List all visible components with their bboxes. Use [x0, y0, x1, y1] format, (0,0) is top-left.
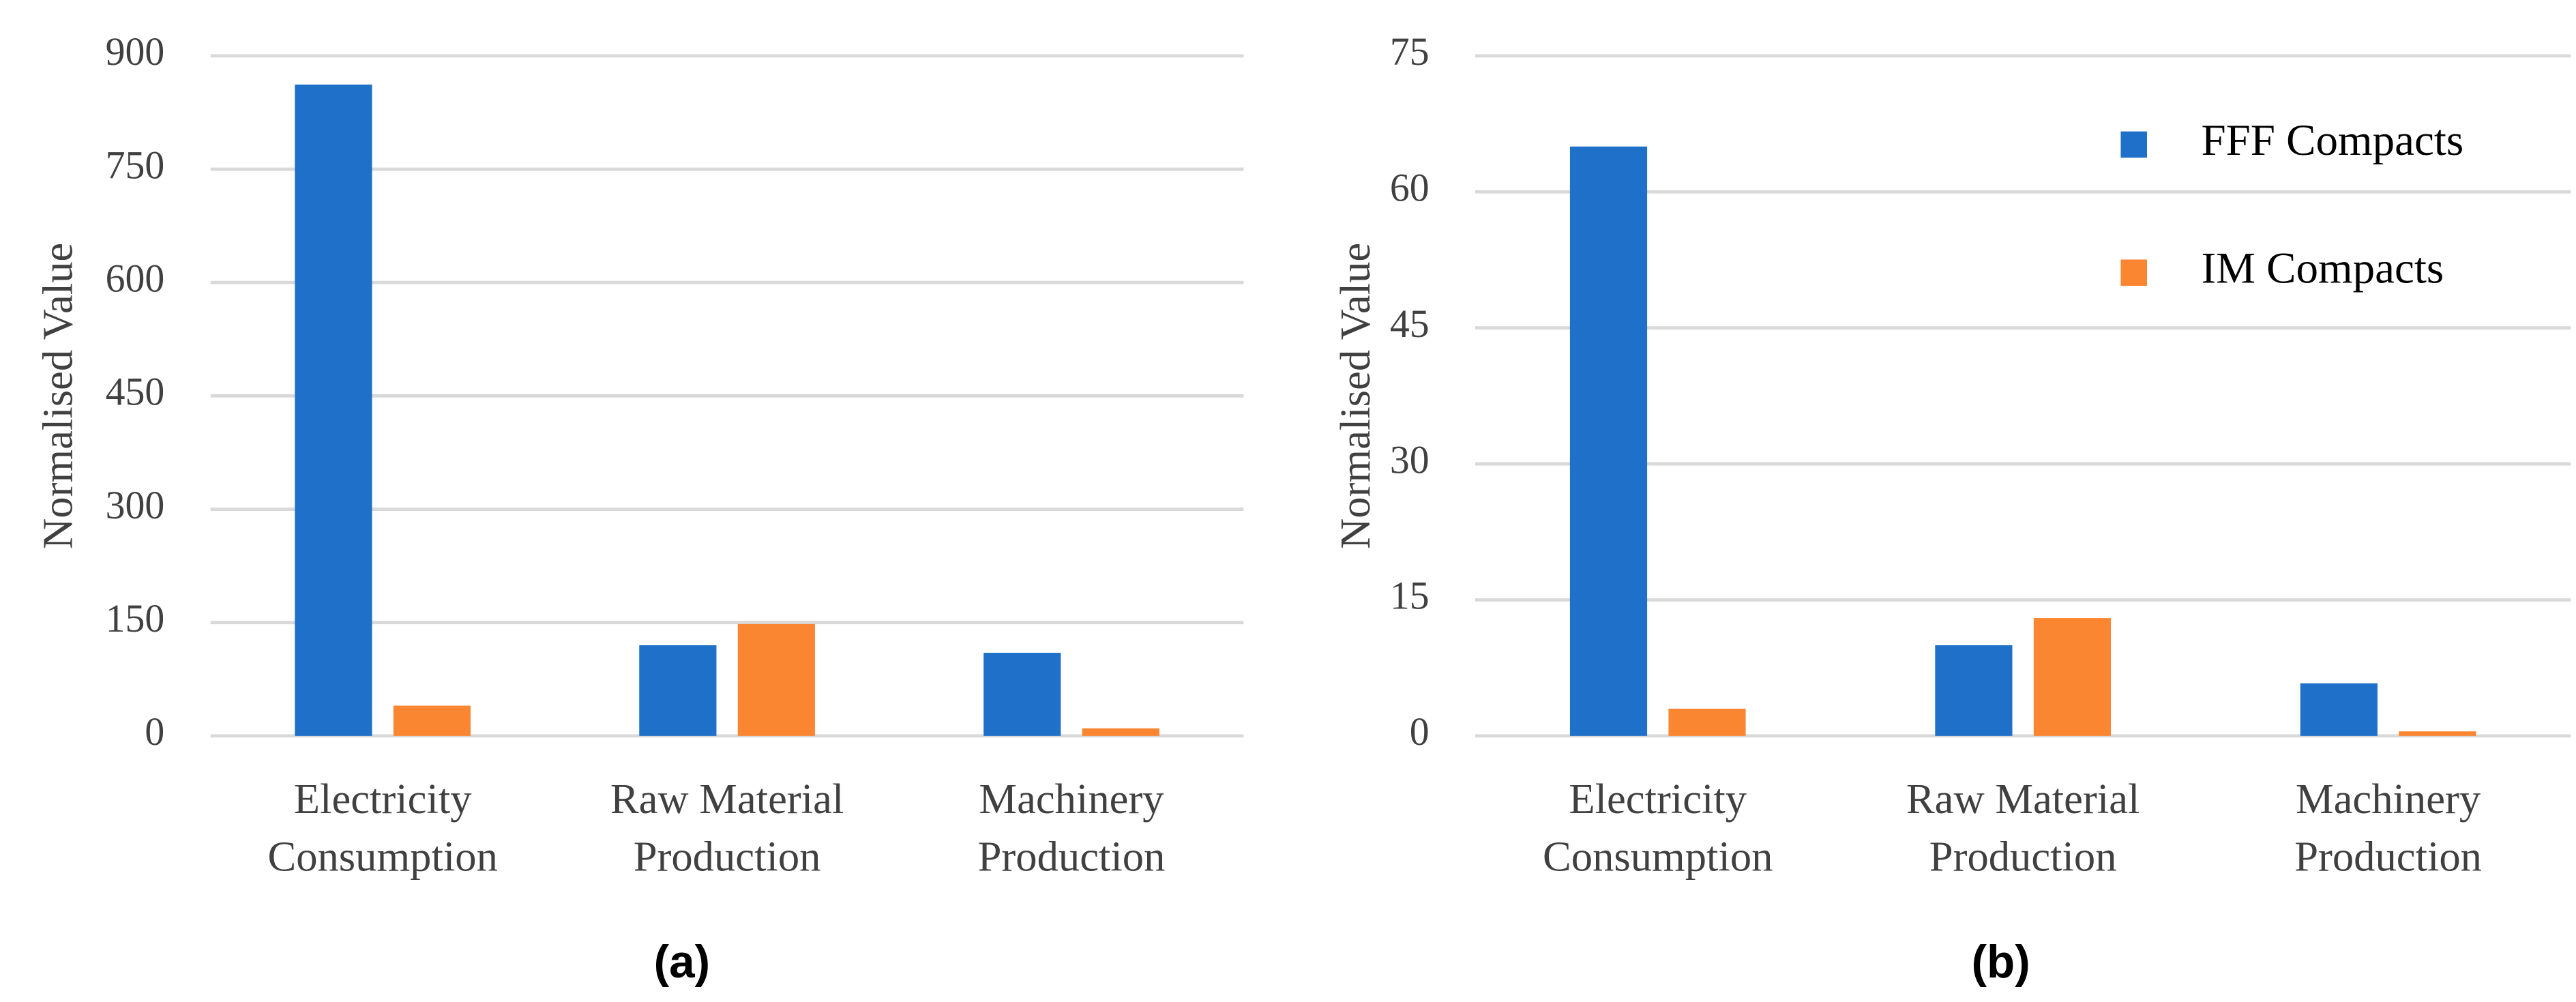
bar	[1935, 645, 2013, 736]
x-tick-label: Raw Material Production	[1906, 775, 2140, 881]
bar	[1082, 728, 1159, 736]
y-tick-label: 450	[106, 370, 165, 414]
bar	[1569, 146, 1648, 736]
bar	[295, 84, 372, 736]
legend-label: IM Compacts	[2201, 244, 2444, 293]
x-tick-label: Raw Material Production	[610, 775, 844, 881]
caption: (b)	[1972, 937, 2030, 988]
y-tick-label: 60	[1390, 166, 1430, 210]
bar	[2399, 731, 2476, 736]
x-tick-label: Electricity Consumption	[1543, 775, 1773, 881]
y-tick-label: 0	[1410, 710, 1430, 754]
caption: (a)	[654, 937, 710, 988]
y-tick-label: 30	[1390, 438, 1430, 482]
y-tick-label: 150	[106, 597, 165, 640]
y-tick-label: 45	[1390, 302, 1430, 346]
bar	[2033, 618, 2112, 736]
bar	[639, 645, 717, 736]
bar	[983, 653, 1061, 736]
y-tick-label: 15	[1390, 574, 1430, 618]
y-tick-label: 600	[106, 256, 165, 300]
y-tick-label: 75	[1390, 30, 1430, 74]
legend-swatch	[2120, 131, 2147, 158]
legend-swatch	[2120, 259, 2147, 286]
y-axis-label: Normalised Value	[33, 243, 81, 549]
x-tick-label: Machinery Production	[2294, 775, 2482, 881]
bar	[2300, 683, 2378, 736]
y-tick-label: 900	[106, 30, 165, 74]
y-tick-label: 0	[145, 710, 164, 754]
x-tick-label: Machinery Production	[978, 775, 1166, 881]
x-tick-label: Electricity Consumption	[267, 775, 497, 881]
y-tick-label: 750	[106, 143, 165, 187]
bar	[1668, 708, 1746, 736]
y-axis-label: Normalised Value	[1331, 243, 1379, 549]
bar	[737, 623, 815, 736]
bar	[393, 705, 471, 736]
legend-label: FFF Compacts	[2201, 116, 2463, 165]
y-tick-label: 300	[106, 484, 165, 527]
